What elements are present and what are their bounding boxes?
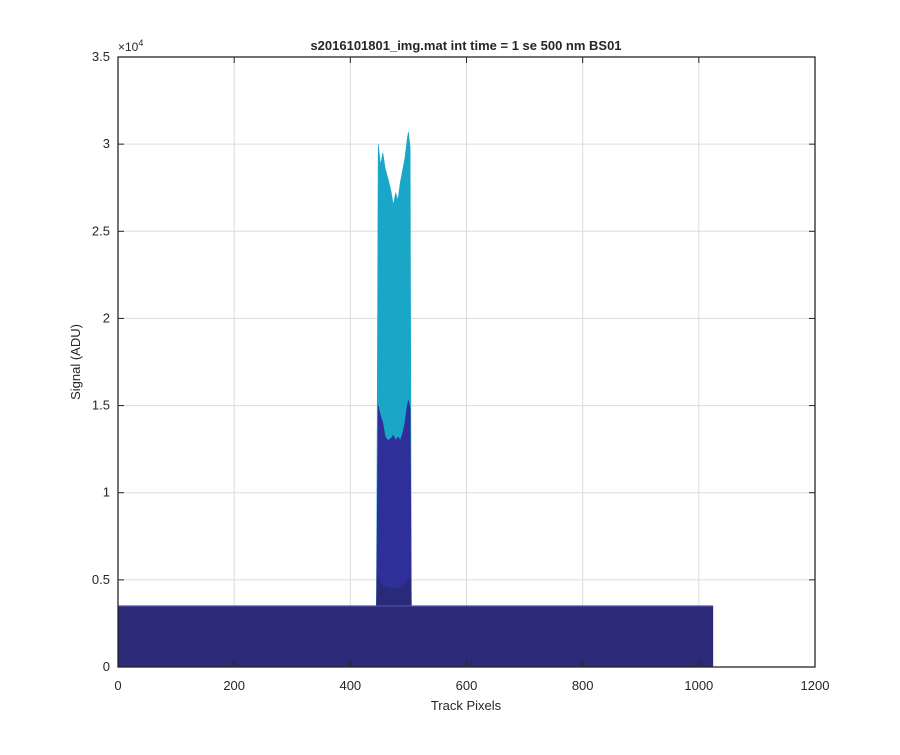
y-tick-label: 0.5 [92, 572, 110, 587]
x-tick-label: 200 [223, 678, 245, 693]
y-tick-label: 1.5 [92, 398, 110, 413]
x-tick-label: 800 [572, 678, 594, 693]
x-tick-label: 0 [114, 678, 121, 693]
y-tick-label: 0 [103, 659, 110, 674]
plot-area [117, 131, 714, 668]
x-axis-ticks: 0 200 400 600 800 1000 1200 [114, 57, 829, 693]
series-area-2 [117, 576, 714, 668]
y-axis-exponent: ×104 [118, 38, 143, 54]
y-axis-exponent-power: 4 [138, 38, 143, 48]
series-area-0 [117, 131, 714, 668]
x-axis-label: Track Pixels [431, 698, 502, 713]
y-tick-label: 1 [103, 485, 110, 500]
chart-title: s2016101801_img.mat int time = 1 se 500 … [310, 38, 621, 53]
y-axis-ticks: 0 0.5 1 1.5 2 2.5 3 3.5 [92, 49, 815, 674]
y-tick-label: 3.5 [92, 49, 110, 64]
x-tick-label: 1200 [801, 678, 830, 693]
y-tick-label: 2.5 [92, 223, 110, 238]
x-tick-label: 1000 [684, 678, 713, 693]
y-axis-label: Signal (ADU) [68, 324, 83, 400]
x-tick-label: 600 [456, 678, 478, 693]
x-tick-label: 400 [339, 678, 361, 693]
grid [117, 56, 816, 668]
y-tick-label: 3 [103, 136, 110, 151]
y-axis-exponent-base: ×10 [118, 40, 139, 54]
y-tick-label: 2 [103, 310, 110, 325]
